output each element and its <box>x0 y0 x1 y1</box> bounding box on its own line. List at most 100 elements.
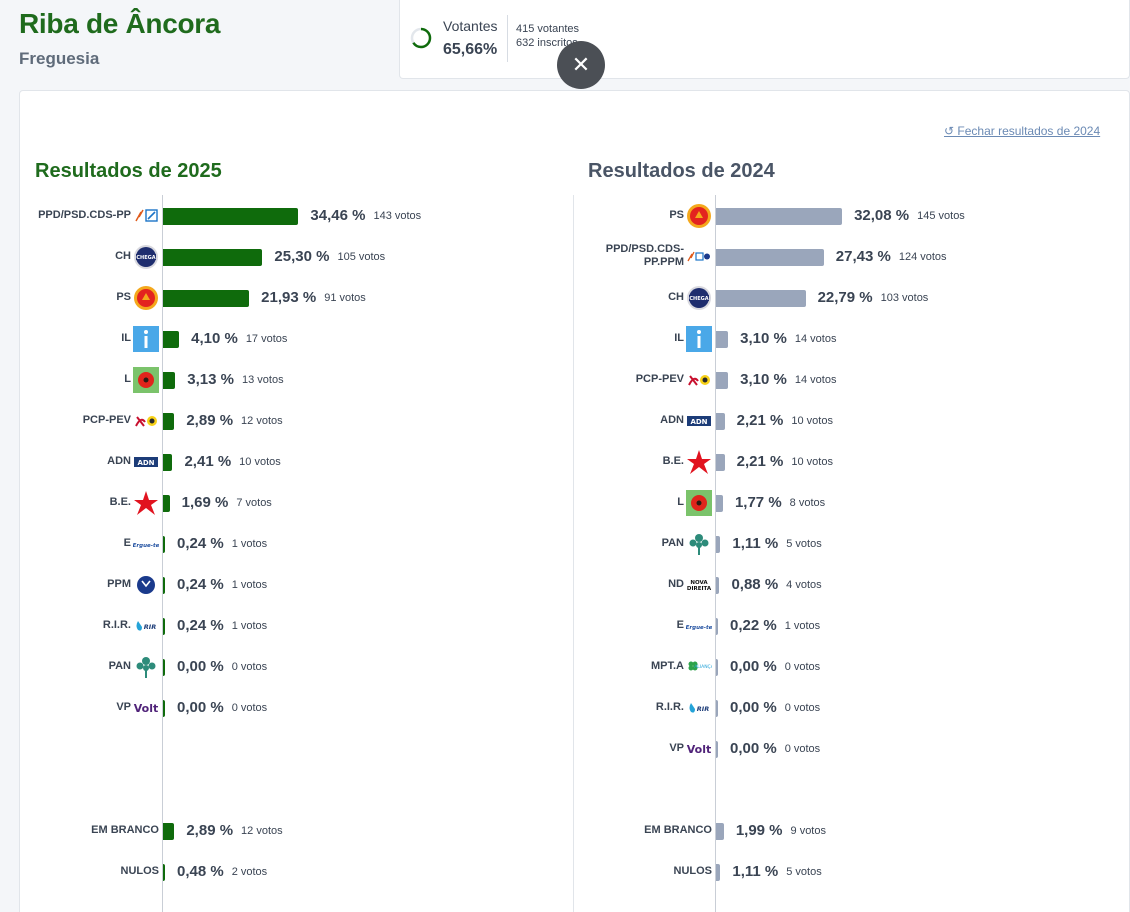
chega-logo: CHEGA <box>133 244 159 270</box>
result-votes: 2 votos <box>231 866 268 878</box>
livre-logo <box>133 367 159 393</box>
svg-text:CHEGA: CHEGA <box>689 296 708 302</box>
party-label: ADN <box>660 414 684 426</box>
result-row: L 3,13 % 13 votos <box>0 365 284 395</box>
result-percent: 3,10 % <box>740 330 787 347</box>
result-percent: 2,89 % <box>186 412 234 429</box>
result-row: VP Volt 0,00 % 0 votos <box>0 693 267 723</box>
result-percent: 0,24 % <box>177 617 224 634</box>
result-bar <box>716 536 721 553</box>
close-results-2024-link[interactable]: ↺ Fechar resultados de 2024 <box>944 124 1101 138</box>
result-row: PPD/PSD.CDS-PP.PPM 27,43 % 124 votos <box>0 242 947 272</box>
svg-text:RIR: RIR <box>697 705 709 713</box>
party-label: VP <box>669 742 684 754</box>
result-bar <box>163 618 165 635</box>
party-label: ND <box>668 578 684 590</box>
result-row: NULOS 0,48 % 2 votos <box>0 857 267 887</box>
result-percent: 1,99 % <box>735 822 783 839</box>
nova-direita-logo: NOVA DIREITA <box>686 572 712 598</box>
party-label: PCP-PEV <box>635 373 684 385</box>
result-row: IL 4,10 % 17 votos <box>0 324 287 354</box>
result-votes: 10 votos <box>791 415 833 427</box>
result-percent: 0,24 % <box>177 535 224 552</box>
result-percent: 2,41 % <box>184 453 232 470</box>
result-row: PPM 0,24 % 1 votos <box>0 570 267 600</box>
result-bar <box>716 741 718 758</box>
volt-logo: Volt <box>133 695 159 721</box>
axis-2024 <box>715 195 716 912</box>
voters-count: 415 votantes <box>516 23 579 35</box>
result-row: L 1,77 % 8 votos <box>0 488 825 518</box>
party-label: E <box>123 537 131 549</box>
pcp-pev-logo <box>133 408 159 434</box>
svg-text:CHEGA: CHEGA <box>136 255 155 261</box>
result-row: PCP-PEV 2,89 % 12 votos <box>0 406 283 436</box>
result-row: ND NOVA DIREITA 0,88 % 4 votos <box>0 570 822 600</box>
result-row: VP Volt 0,00 % 0 votos <box>0 734 820 764</box>
result-row: PCP-PEV 3,10 % 14 votos <box>0 365 836 395</box>
result-row: PAN 1,11 % 5 votos <box>0 529 822 559</box>
result-bar <box>163 864 165 881</box>
result-percent: 25,30 % <box>274 248 330 265</box>
party-label: PAN <box>108 660 131 672</box>
result-row: NULOS 1,11 % 5 votos <box>0 857 822 887</box>
result-votes: 103 votos <box>880 292 929 304</box>
result-votes: 12 votos <box>241 415 283 427</box>
result-votes: 1 votos <box>231 579 268 591</box>
result-bar <box>163 249 263 266</box>
result-votes: 14 votos <box>794 374 837 386</box>
party-label: CH <box>668 291 684 303</box>
result-percent: 2,21 % <box>736 412 784 429</box>
result-bar <box>716 659 718 676</box>
livre-logo <box>686 490 712 516</box>
result-row: MPT.A ALIANÇA 0,00 % 0 votos <box>0 652 820 682</box>
result-percent: 27,43 % <box>835 248 891 265</box>
result-row: CH CHEGA 25,30 % 105 votos <box>0 242 385 272</box>
party-label: PCP-PEV <box>82 414 131 426</box>
result-bar <box>716 864 721 881</box>
result-percent: 22,79 % <box>817 289 873 306</box>
result-votes: 0 votos <box>231 702 268 714</box>
results-2024-title: Resultados de 2024 <box>588 160 775 182</box>
result-bar <box>163 413 175 430</box>
result-votes: 5 votos <box>786 866 822 878</box>
svg-text:Ergue-te: Ergue-te <box>686 625 712 631</box>
result-bar <box>163 290 250 307</box>
result-votes: 145 votos <box>917 210 965 222</box>
party-label: CH <box>115 250 131 262</box>
svg-text:DIREITA: DIREITA <box>687 586 712 592</box>
result-percent: 0,24 % <box>177 576 224 593</box>
svg-text:NOVA: NOVA <box>690 580 708 586</box>
party-label: PPM <box>107 578 131 590</box>
result-bar <box>163 331 180 348</box>
close-button[interactable]: ✕ <box>557 41 605 89</box>
adn-logo: ADN <box>686 408 712 434</box>
result-row: EM BRANCO 2,89 % 12 votos <box>0 816 283 846</box>
party-label: B.E. <box>109 496 131 508</box>
result-votes: 13 votos <box>242 374 284 386</box>
result-bar <box>716 290 806 307</box>
result-percent: 0,48 % <box>177 863 224 880</box>
result-votes: 14 votos <box>794 333 837 345</box>
result-row: ADN ADN 2,21 % 10 votos <box>0 406 833 436</box>
party-label: NULOS <box>673 865 713 877</box>
result-votes: 124 votos <box>898 251 947 263</box>
party-label: L <box>677 496 684 508</box>
party-label: NULOS <box>120 865 160 877</box>
turnout-label: Votantes <box>443 18 498 34</box>
result-percent: 0,00 % <box>730 740 777 757</box>
result-votes: 1 votos <box>231 620 268 632</box>
result-percent: 21,93 % <box>261 289 317 306</box>
result-votes: 7 votos <box>236 497 272 509</box>
mpt-alianca-logo: ALIANÇA <box>686 654 715 680</box>
turnout-percent: 65,66% <box>443 41 498 58</box>
result-bar <box>163 536 165 553</box>
il-logo <box>133 326 159 352</box>
result-percent: 1,11 % <box>732 535 779 552</box>
be-logo <box>133 490 159 516</box>
result-votes: 17 votos <box>245 333 288 345</box>
party-label: PPD/PSD.CDS-PP <box>38 209 131 221</box>
pan-logo <box>686 531 712 557</box>
turnout-card: Votantes 65,66% 415 votantes 632 inscrit… <box>399 0 1130 79</box>
result-percent: 0,88 % <box>731 576 779 593</box>
